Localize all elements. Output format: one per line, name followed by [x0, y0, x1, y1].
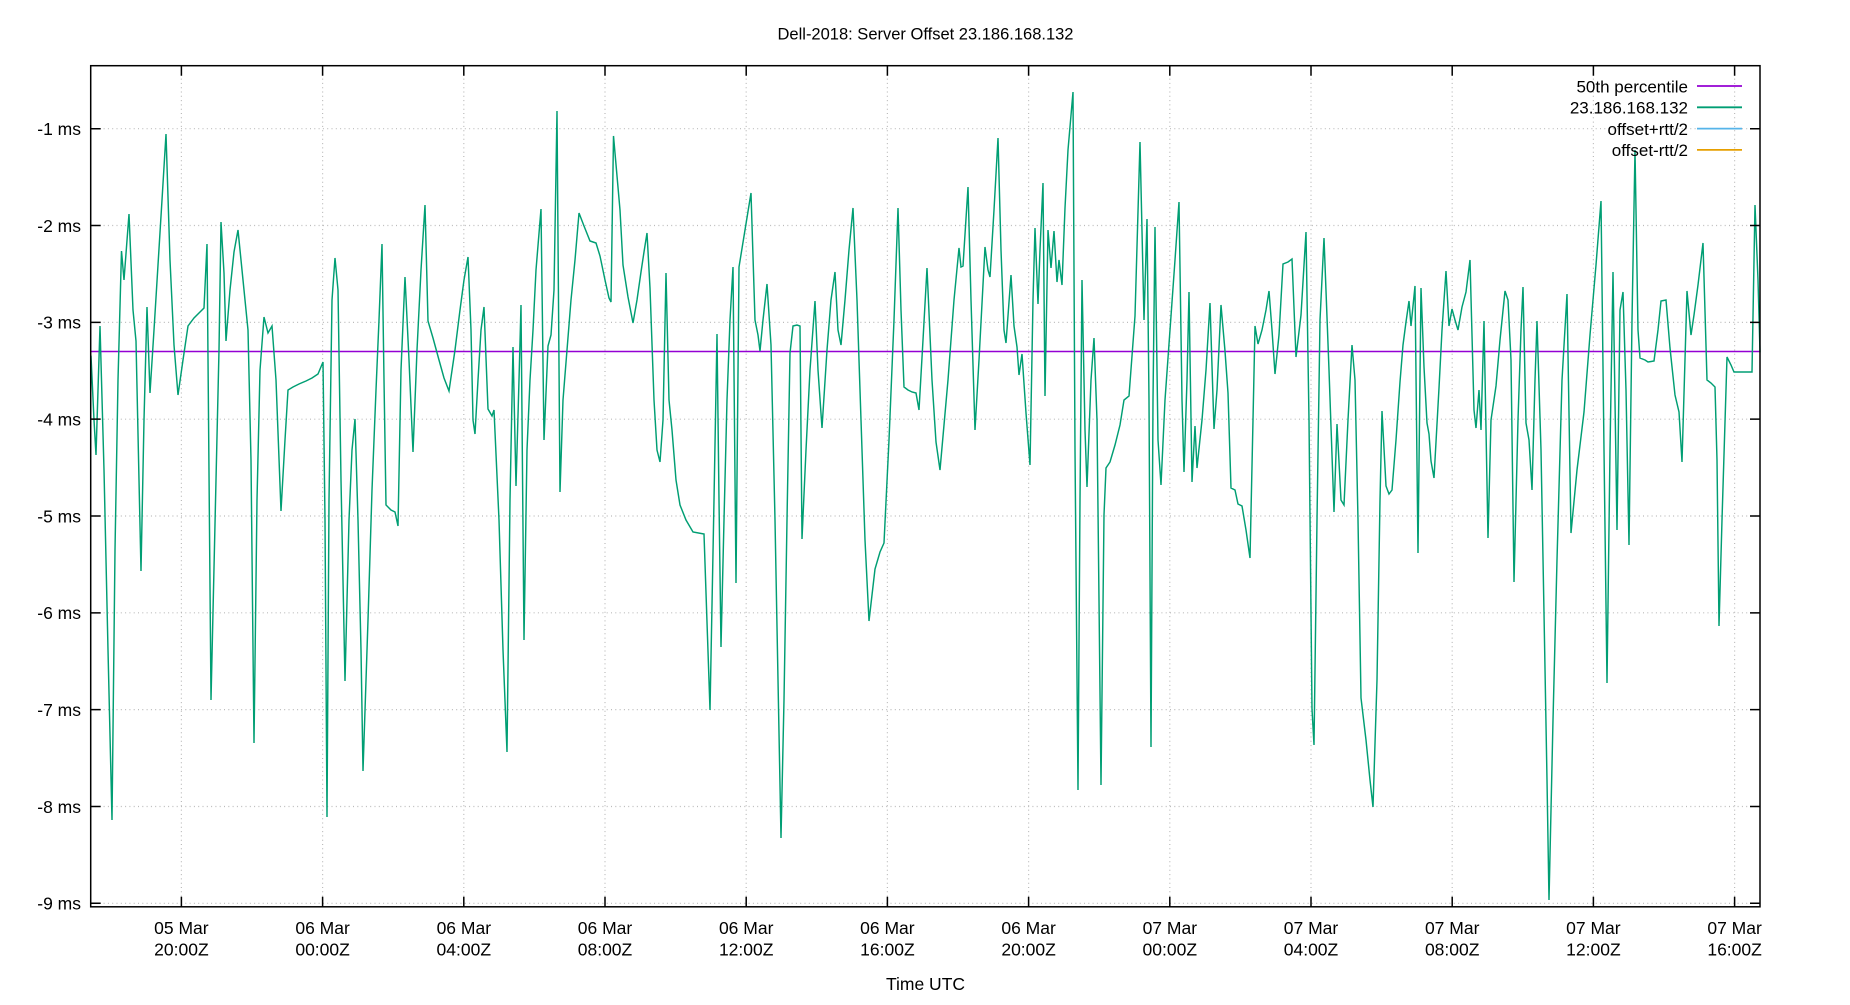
svg-text:23.186.168.132: 23.186.168.132: [1570, 99, 1688, 118]
svg-text:50th percentile: 50th percentile: [1576, 77, 1688, 96]
svg-text:-2 ms: -2 ms: [37, 216, 81, 236]
svg-text:07 Mar: 07 Mar: [1707, 918, 1762, 938]
svg-text:06 Mar: 06 Mar: [295, 918, 350, 938]
svg-text:06 Mar: 06 Mar: [437, 918, 492, 938]
svg-text:offset+rtt/2: offset+rtt/2: [1608, 120, 1688, 139]
svg-text:04:00Z: 04:00Z: [437, 939, 492, 959]
svg-text:offset-rtt/2: offset-rtt/2: [1612, 141, 1688, 160]
svg-text:07 Mar: 07 Mar: [1425, 918, 1480, 938]
svg-text:-7 ms: -7 ms: [37, 700, 81, 720]
svg-text:20:00Z: 20:00Z: [1001, 939, 1056, 959]
svg-text:06 Mar: 06 Mar: [578, 918, 633, 938]
svg-text:04:00Z: 04:00Z: [1284, 939, 1339, 959]
svg-text:-5 ms: -5 ms: [37, 506, 81, 526]
svg-text:07 Mar: 07 Mar: [1566, 918, 1621, 938]
svg-text:-6 ms: -6 ms: [37, 603, 81, 623]
svg-text:06 Mar: 06 Mar: [719, 918, 774, 938]
svg-text:-4 ms: -4 ms: [37, 409, 81, 429]
svg-text:07 Mar: 07 Mar: [1143, 918, 1198, 938]
svg-text:Time UTC: Time UTC: [886, 974, 965, 994]
svg-text:08:00Z: 08:00Z: [578, 939, 633, 959]
svg-text:-3 ms: -3 ms: [37, 313, 81, 333]
svg-text:00:00Z: 00:00Z: [1143, 939, 1198, 959]
svg-text:-9 ms: -9 ms: [37, 894, 81, 914]
svg-text:12:00Z: 12:00Z: [719, 939, 774, 959]
svg-text:Dell-2018: Server Offset 23.18: Dell-2018: Server Offset 23.186.168.132: [778, 26, 1074, 44]
svg-text:05 Mar: 05 Mar: [154, 918, 209, 938]
svg-text:06 Mar: 06 Mar: [860, 918, 915, 938]
svg-text:20:00Z: 20:00Z: [154, 939, 209, 959]
svg-text:12:00Z: 12:00Z: [1566, 939, 1621, 959]
svg-text:16:00Z: 16:00Z: [860, 939, 915, 959]
svg-text:08:00Z: 08:00Z: [1425, 939, 1480, 959]
svg-text:16:00Z: 16:00Z: [1707, 939, 1762, 959]
svg-text:07 Mar: 07 Mar: [1284, 918, 1339, 938]
svg-text:-1 ms: -1 ms: [37, 119, 81, 139]
svg-text:00:00Z: 00:00Z: [295, 939, 350, 959]
svg-text:06 Mar: 06 Mar: [1001, 918, 1056, 938]
svg-text:-8 ms: -8 ms: [37, 797, 81, 817]
